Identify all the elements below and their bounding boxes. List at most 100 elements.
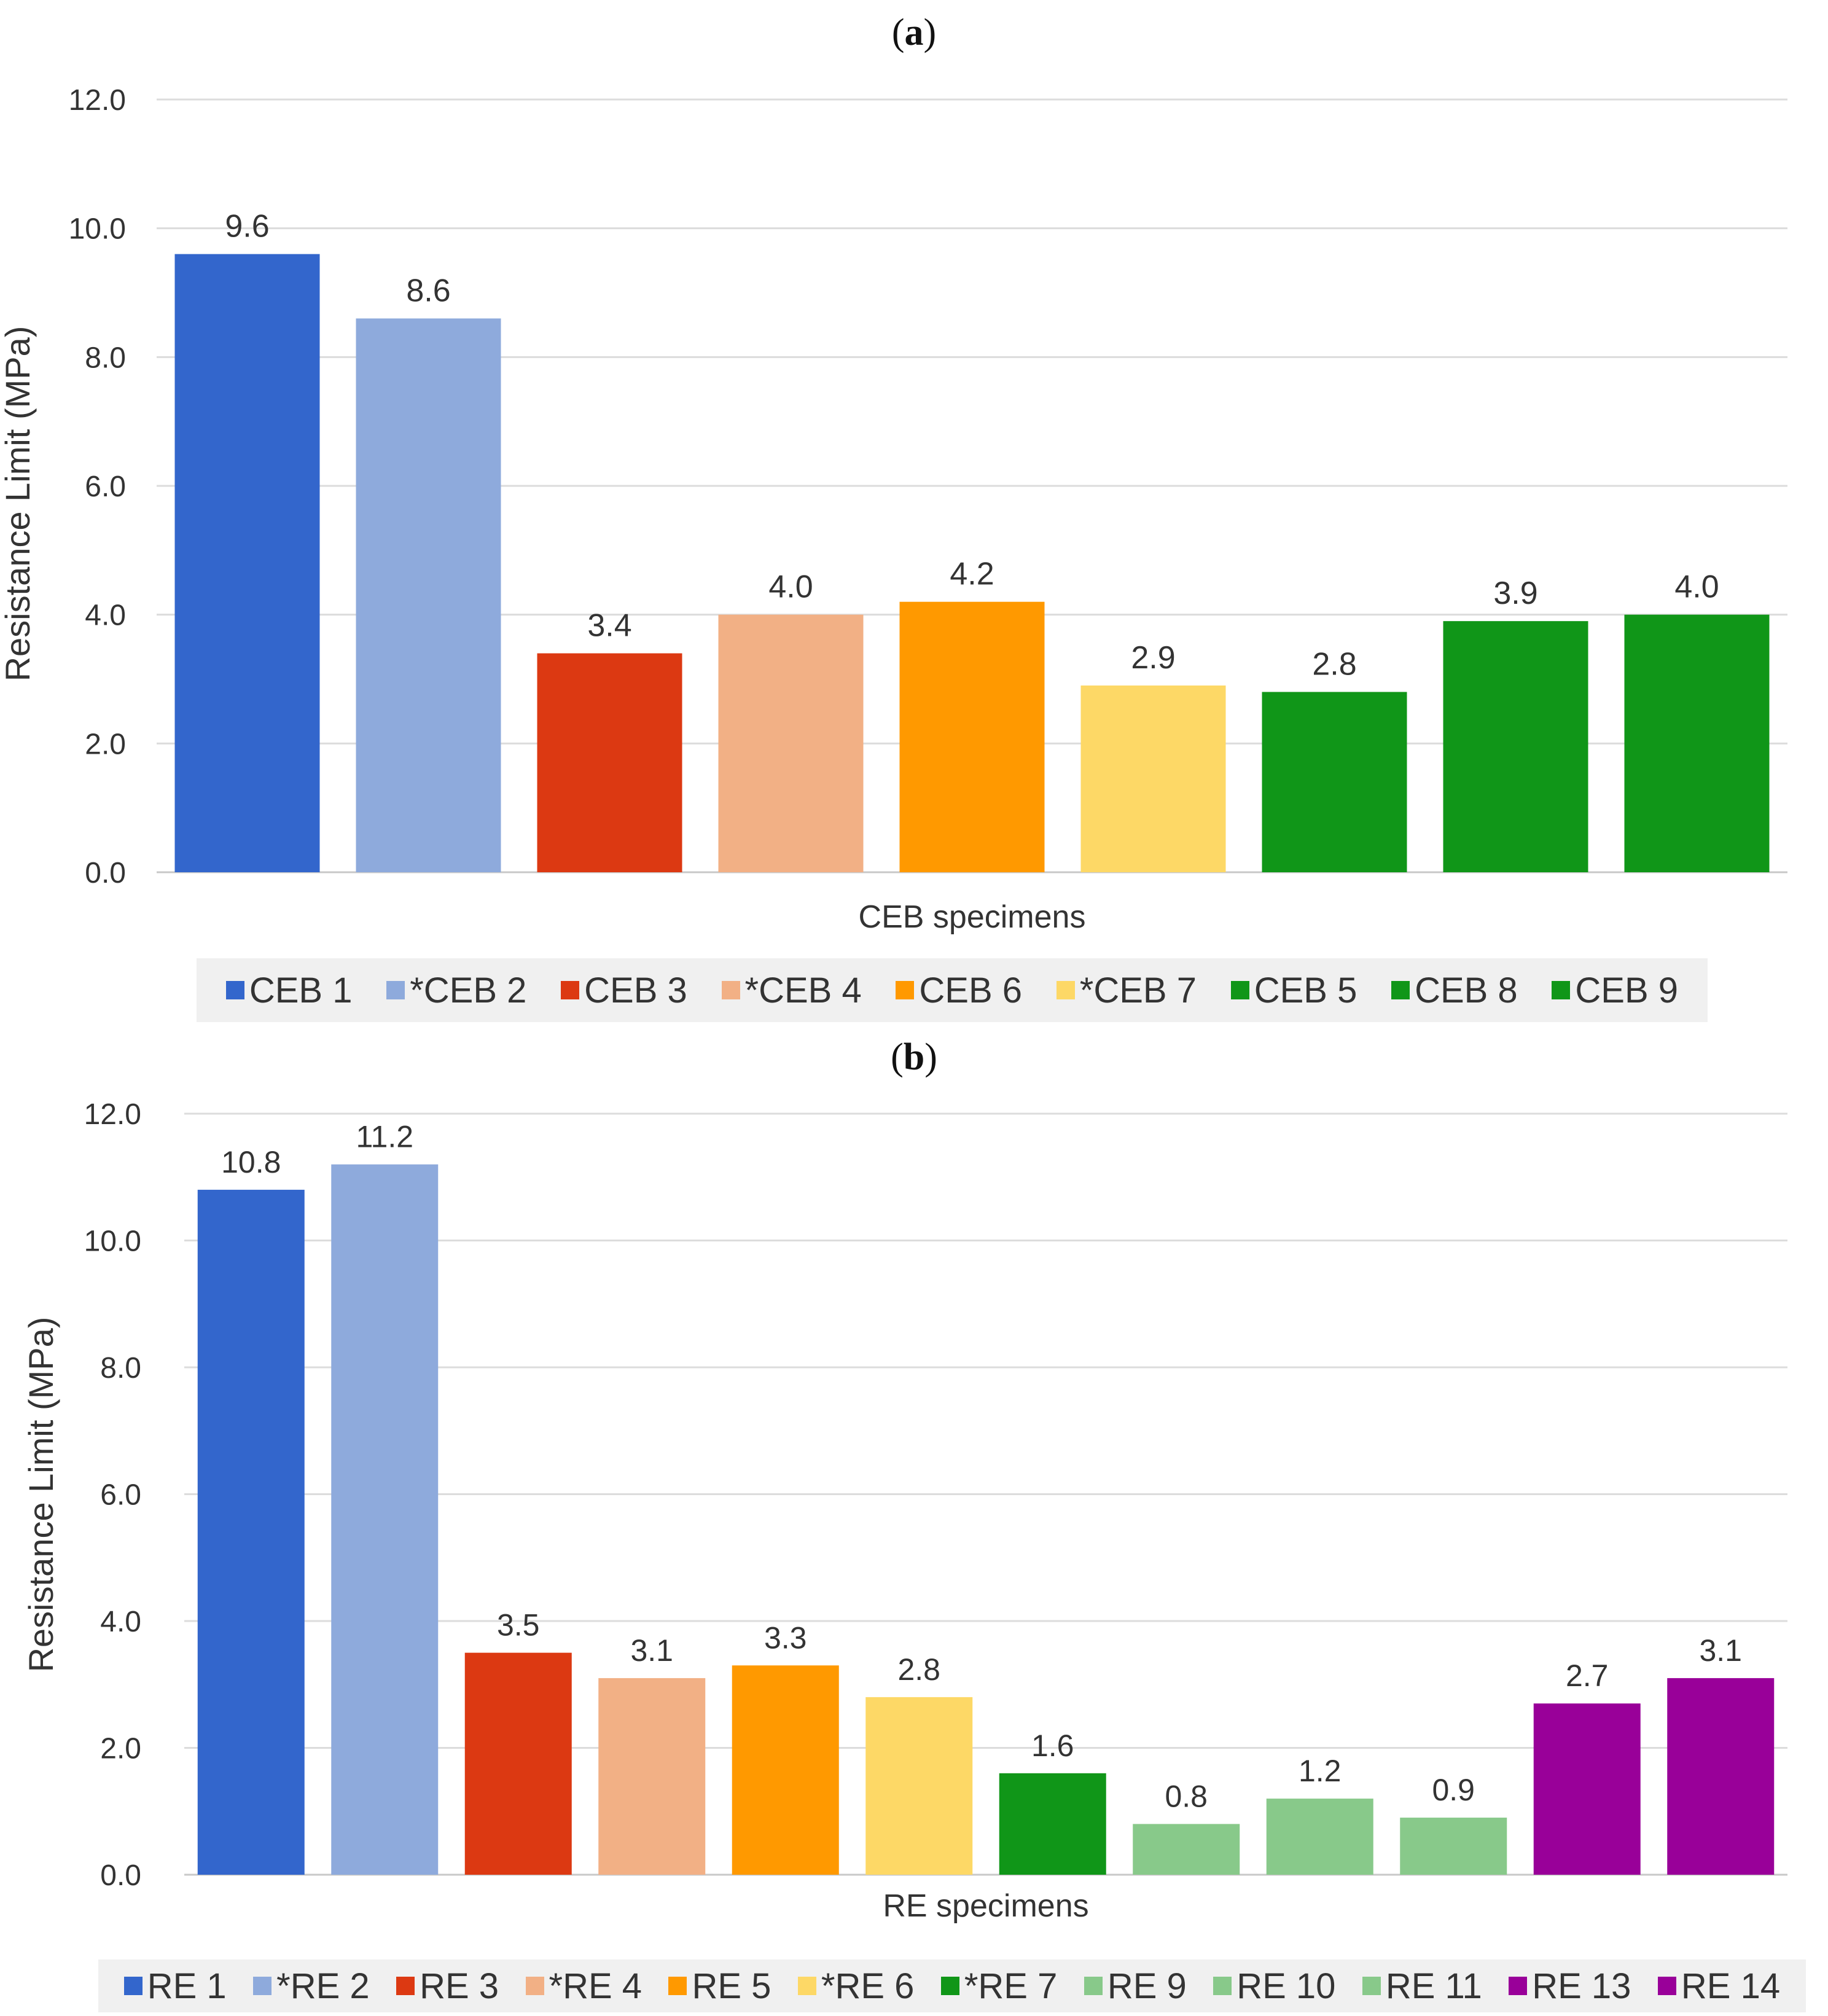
bar-value-label: 9.6 xyxy=(225,209,269,244)
legend-swatch xyxy=(721,981,740,999)
bar-value-label: 10.8 xyxy=(221,1145,281,1179)
bar-value-label: 3.1 xyxy=(630,1633,673,1668)
bar-ceb-9 xyxy=(1624,614,1770,872)
legend-a: CEB 1 *CEB 2 CEB 3 *CEB 4 CEB 6 *CEB 7 CEB 5 CE… xyxy=(197,958,1708,1022)
legend-swatch xyxy=(940,1977,959,1995)
legend-item: RE 14 xyxy=(1657,1966,1780,2007)
bar-ceb-4 xyxy=(718,614,864,872)
x-axis-label: RE specimens xyxy=(883,1888,1088,1924)
legend-item: RE 10 xyxy=(1213,1966,1335,2007)
legend-swatch xyxy=(225,981,244,999)
chart-a: 0.0 2.0 4.0 6.0 8.0 10.0 12.0 Resistance Limit … xyxy=(0,84,1787,935)
bar-re-7 xyxy=(999,1773,1106,1875)
legend-label: *CEB 7 xyxy=(1079,970,1197,1010)
bar-re-9 xyxy=(1133,1824,1240,1875)
y-axis-label: Resistance Limit (MPa) xyxy=(0,326,37,682)
legend-item: *CEB 2 xyxy=(386,970,526,1011)
y-tick-label: 0.0 xyxy=(100,1859,141,1892)
legend-swatch xyxy=(396,1977,415,1995)
bar-value-label: 11.2 xyxy=(356,1120,413,1154)
legend-label: *RE 4 xyxy=(549,1966,643,2006)
bar-value-label: 3.1 xyxy=(1699,1633,1742,1668)
legend-label: *CEB 4 xyxy=(744,970,862,1010)
y-tick-label: 12.0 xyxy=(69,84,126,117)
legend-item: *RE 7 xyxy=(940,1966,1057,2007)
legend-item: CEB 9 xyxy=(1552,970,1678,1011)
bar-value-label: 3.9 xyxy=(1493,576,1537,611)
legend-swatch xyxy=(1084,1977,1103,1995)
legend-item: RE 5 xyxy=(668,1966,771,2007)
bar-ceb-3 xyxy=(537,653,682,872)
bar-re-1 xyxy=(197,1189,305,1875)
chart-b: 0.0 2.0 4.0 6.0 8.0 10.0 12.0 Resistance Limit … xyxy=(21,1098,1787,1924)
legend-item: CEB 6 xyxy=(896,970,1022,1011)
legend-label: RE 13 xyxy=(1532,1966,1631,2006)
y-tick-label: 2.0 xyxy=(85,728,126,760)
legend-label: CEB 8 xyxy=(1415,970,1518,1010)
legend-swatch xyxy=(1391,981,1410,999)
panel-label-a: (a) xyxy=(891,12,937,53)
bar-value-label: 3.4 xyxy=(587,608,631,644)
legend-item: *CEB 4 xyxy=(721,970,862,1011)
legend-label: *RE 6 xyxy=(821,1966,915,2006)
legend-item: RE 11 xyxy=(1362,1966,1482,2007)
bar-ceb-7 xyxy=(1080,685,1226,872)
bar-re-11 xyxy=(1400,1818,1507,1875)
y-tick-label: 6.0 xyxy=(85,471,126,503)
y-tick-label: 10.0 xyxy=(84,1225,141,1258)
legend-item: RE 13 xyxy=(1509,1966,1631,2007)
bar-value-label: 4.0 xyxy=(1674,569,1719,605)
bar-value-label: 3.3 xyxy=(764,1620,807,1655)
legend-swatch xyxy=(386,981,405,999)
legend-label: CEB 5 xyxy=(1254,970,1357,1010)
bar-re-2 xyxy=(331,1164,439,1875)
legend-swatch xyxy=(525,1977,544,1995)
legend-label: CEB 3 xyxy=(584,970,687,1010)
bar-ceb-2 xyxy=(356,318,501,872)
legend-swatch xyxy=(1362,1977,1381,1995)
legend-label: CEB 9 xyxy=(1575,970,1679,1010)
bar-value-label: 2.9 xyxy=(1131,640,1175,676)
y-tick-label: 4.0 xyxy=(85,600,126,632)
bar-value-label: 1.6 xyxy=(1031,1729,1074,1763)
legend-item: RE 9 xyxy=(1084,1966,1187,2007)
legend-label: RE 3 xyxy=(420,1966,499,2006)
legend-swatch xyxy=(896,981,915,999)
y-tick-label: 12.0 xyxy=(84,1098,141,1131)
legend-b: RE 1 *RE 2 RE 3 *RE 4 RE 5 *RE 6 *RE 7 RE 9 RE 1… xyxy=(98,1959,1806,2012)
legend-swatch xyxy=(1230,981,1249,999)
y-tick-label: 0.0 xyxy=(85,857,126,889)
bar-value-label: 3.5 xyxy=(497,1608,540,1643)
legend-label: RE 11 xyxy=(1385,1966,1482,2006)
legend-swatch xyxy=(253,1977,272,1995)
legend-item: RE 1 xyxy=(123,1966,227,2007)
legend-swatch xyxy=(797,1977,816,1995)
legend-swatch xyxy=(1213,1977,1232,1995)
legend-swatch xyxy=(668,1977,687,1995)
bar-value-label: 2.8 xyxy=(897,1652,940,1687)
legend-item: CEB 3 xyxy=(561,970,687,1011)
bar-re-6 xyxy=(865,1697,973,1875)
legend-swatch xyxy=(561,981,580,999)
legend-label: CEB 1 xyxy=(249,970,353,1010)
y-tick-label: 8.0 xyxy=(85,342,126,374)
bar-re-5 xyxy=(732,1665,839,1875)
bar-value-label: 2.8 xyxy=(1312,646,1356,682)
bar-value-label: 4.2 xyxy=(950,557,994,592)
legend-swatch xyxy=(1552,981,1571,999)
bar-value-label: 2.7 xyxy=(1566,1659,1609,1693)
y-tick-label: 4.0 xyxy=(100,1606,141,1638)
panel-label-b: (b) xyxy=(891,1036,937,1078)
legend-swatch xyxy=(1657,1977,1676,1995)
bar-ceb-5 xyxy=(1262,692,1407,872)
y-tick-label: 2.0 xyxy=(100,1733,141,1765)
bar-ceb-1 xyxy=(174,254,320,873)
legend-item: RE 3 xyxy=(396,1966,499,2007)
y-tick-label: 6.0 xyxy=(100,1479,141,1512)
x-axis-label: CEB specimens xyxy=(859,899,1086,935)
legend-label: RE 10 xyxy=(1236,1966,1336,2006)
legend-label: *RE 2 xyxy=(276,1966,370,2006)
legend-swatch xyxy=(1056,981,1075,999)
bar-re-4 xyxy=(598,1678,706,1875)
legend-swatch xyxy=(123,1977,143,1995)
